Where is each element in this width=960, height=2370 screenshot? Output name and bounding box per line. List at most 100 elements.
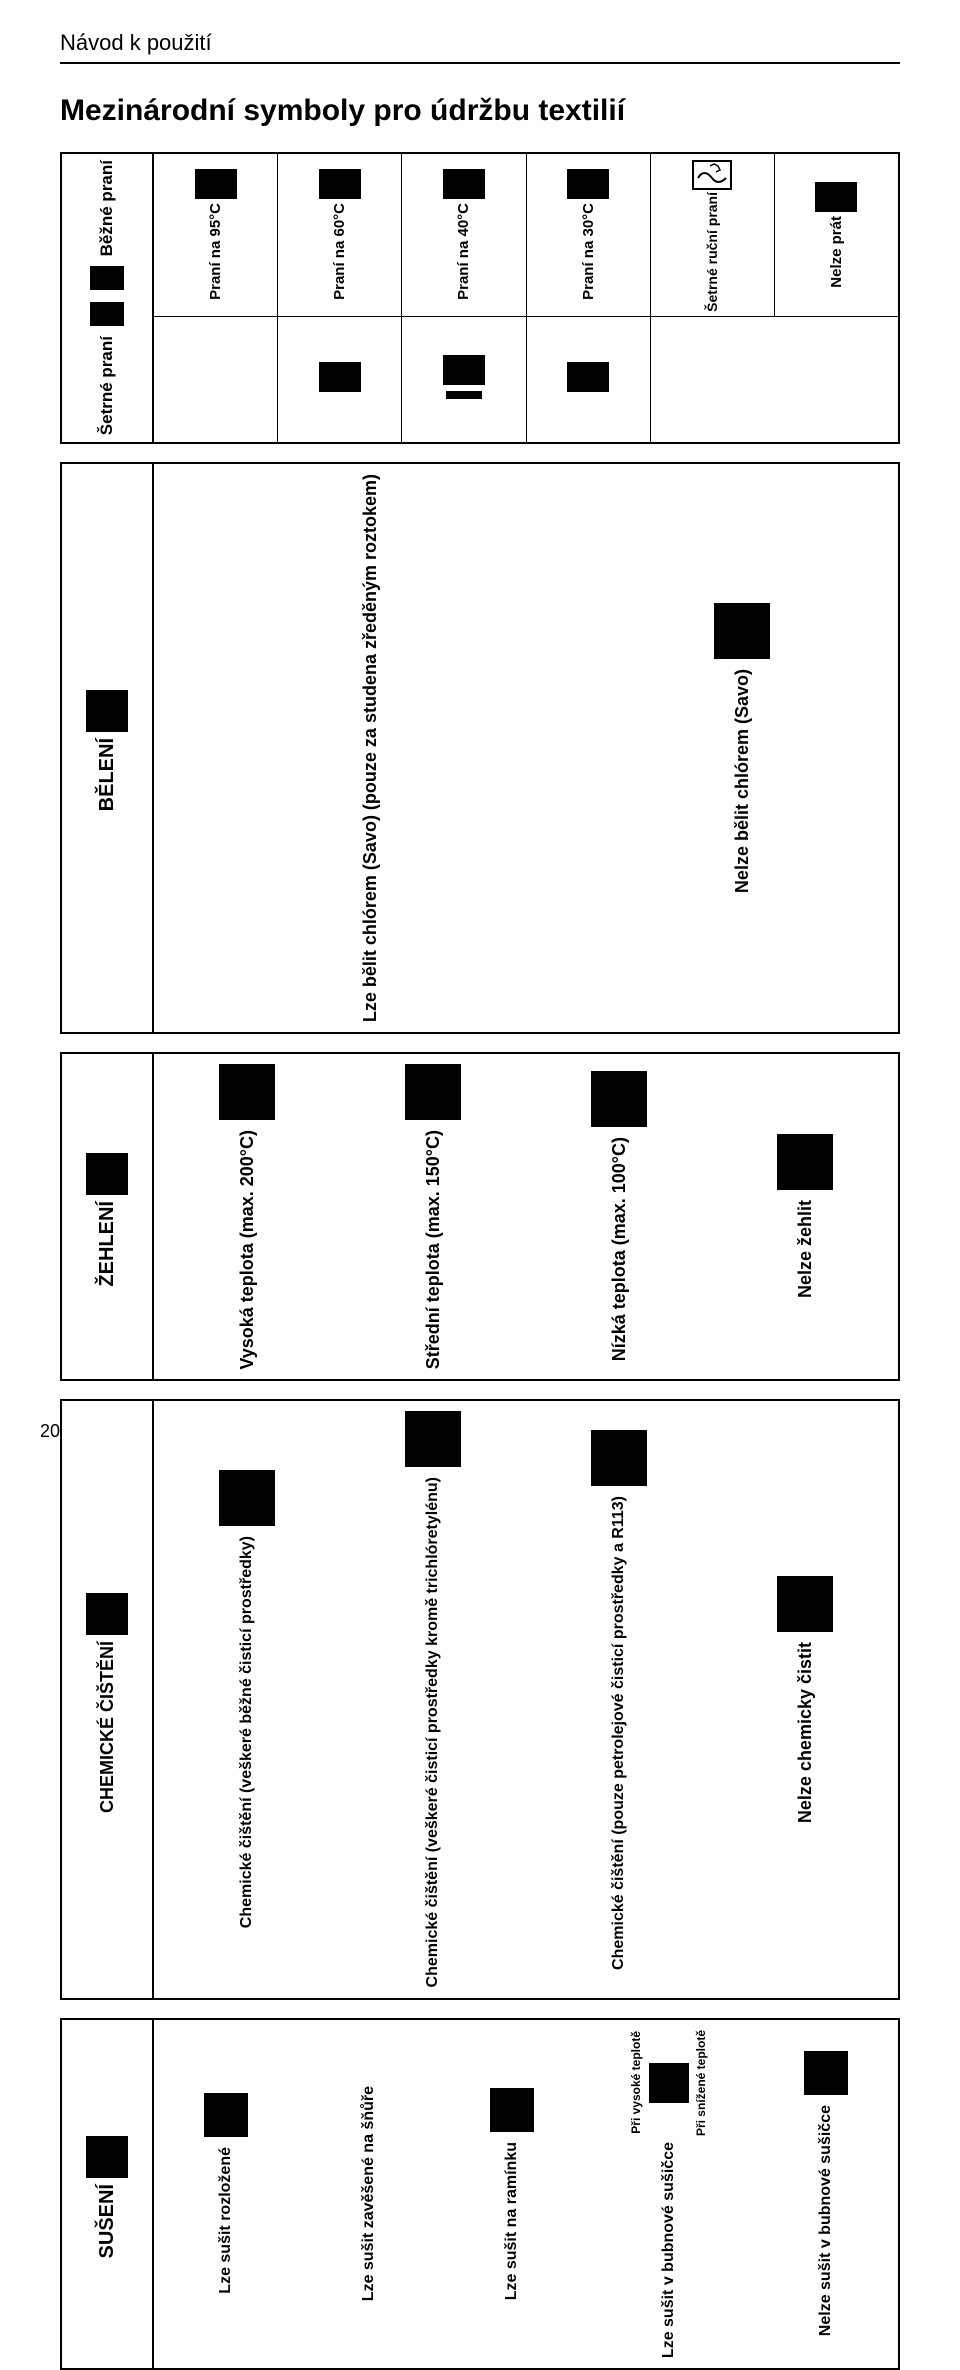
page-header: Návod k použití (60, 30, 900, 64)
wash-line-icon (446, 391, 482, 399)
hand-wash: Šetrné ruční praní (651, 154, 775, 316)
wash-icon (567, 169, 609, 199)
hand-wash-icon (690, 158, 734, 192)
wash-30-gentle (527, 317, 651, 442)
dryclean-f-icon (591, 1430, 647, 1486)
dryclean-a: Chemické čištění (veškeré běžné čisticí … (154, 1401, 340, 1997)
page-title: Mezinárodní symboly pro údržbu textilií (60, 94, 900, 128)
bleach-side: BĚLENÍ (62, 464, 154, 1032)
iron-side-label: ŽEHLENÍ (96, 1201, 119, 1287)
hand-wash-label: Šetrné ruční praní (704, 192, 720, 312)
dryclean-no-label: Nelze chemicky čistit (794, 1642, 817, 1823)
dryclean-p-label: Chemické čištění (veškeré čisticí prostř… (423, 1477, 443, 1987)
wash-60: Praní na 60°C (278, 154, 402, 316)
dry-line: Lze sušit zavěšené na šňůře (297, 2020, 440, 2368)
wash-icon (195, 169, 237, 199)
iron-mid: Střední teplota (max. 150°C) (340, 1054, 526, 1380)
dry-icon (86, 2136, 128, 2178)
iron-no-label: Nelze žehlit (794, 1200, 817, 1298)
dry-panel: SUŠENÍ Lze sušit rozložené Lze sušit zav… (60, 2018, 900, 2370)
wash-95: Praní na 95°C (154, 154, 278, 316)
dry-tumble-no: Nelze sušit v bubnové sušičce (755, 2020, 898, 2368)
bleach-panel: BĚLENÍ Lze bělit chlórem (Savo) (pouze z… (60, 462, 900, 1034)
dryclean-panel: CHEMICKÉ ČIŠTĚNÍ Chemické čištění (veške… (60, 1399, 900, 1999)
dry-tumble-yes: Při vysoké teplotě Při snížené teplotě L… (584, 2020, 754, 2368)
iron-icon (86, 1153, 128, 1195)
dryclean-p-icon (405, 1411, 461, 1467)
dryclean-p: Chemické čištění (veškeré čisticí prostř… (340, 1401, 526, 1997)
dryclean-a-label: Chemické čištění (veškeré běžné čisticí … (237, 1536, 257, 1928)
wash-icon (90, 266, 124, 290)
tumble-no-label: Nelze sušit v bubnové sušičce (816, 2105, 836, 2336)
wash-60-label: Praní na 60°C (331, 203, 348, 300)
wash-95-gentle (154, 317, 278, 442)
dry-side: SUŠENÍ (62, 2020, 154, 2368)
bleach-side-label: BĚLENÍ (96, 738, 119, 811)
wash-grid: Praní na 95°C Praní na 60°C Praní na 40°… (154, 154, 898, 442)
dry-hanger-label: Lze sušit na ramínku (502, 2142, 522, 2300)
page-number: 20 (40, 1421, 60, 1442)
dryclean-f: Chemické čištění (pouze petrolejové čist… (526, 1401, 712, 1997)
tumble-yes-label: Lze sušit v bubnové sušičce (659, 2142, 679, 2358)
wash-95-label: Praní na 95°C (207, 203, 224, 300)
bleach-no-label: Nelze bělit chlórem (Savo) (731, 669, 754, 893)
wash-icon (567, 362, 609, 392)
dryclean-side-label: CHEMICKÉ ČIŠTĚNÍ (97, 1641, 118, 1813)
iron-high-label: Vysoká teplota (max. 200°C) (236, 1130, 259, 1370)
bleach-no: Nelze bělit chlórem (Savo) (587, 464, 898, 1032)
iron-panel: ŽEHLENÍ Vysoká teplota (max. 200°C) Stře… (60, 1052, 900, 1382)
wash-icon (319, 362, 361, 392)
wash-row-bottom (154, 317, 898, 442)
page: Návod k použití Mezinárodní symboly pro … (0, 0, 960, 1466)
wash-40-label: Praní na 40°C (455, 203, 472, 300)
washing-side: Běžné praní Šetrné praní (62, 154, 154, 442)
tumble-icon (649, 2063, 689, 2103)
no-dryclean-icon (777, 1576, 833, 1632)
dry-hanger: Lze sušit na ramínku (441, 2020, 584, 2368)
wash-row-top: Praní na 95°C Praní na 60°C Praní na 40°… (154, 154, 898, 317)
dry-side-label: SUŠENÍ (96, 2184, 119, 2258)
no-bleach-icon (714, 603, 770, 659)
wash-40: Praní na 40°C (402, 154, 526, 316)
dryclean-no: Nelze chemicky čistit (712, 1401, 898, 1997)
wash-40-gentle (402, 317, 526, 442)
normal-wash-label: Běžné praní (97, 160, 117, 256)
wash-icon (443, 169, 485, 199)
iron-high-icon (219, 1064, 275, 1120)
washing-panel: Běžné praní Šetrné praní Praní na 95°C P… (60, 152, 900, 444)
tumble-lo-label: Při snížené teplotě (695, 2030, 708, 2136)
iron-low-label: Nízká teplota (max. 100°C) (608, 1137, 631, 1361)
iron-high: Vysoká teplota (max. 200°C) (154, 1054, 340, 1380)
wash-30-label: Praní na 30°C (580, 203, 597, 300)
iron-low: Nízká teplota (max. 100°C) (526, 1054, 712, 1380)
tumble-hi-label: Při vysoké teplotě (630, 2031, 643, 2134)
bleach-yes-label: Lze bělit chlórem (Savo) (pouze za stude… (359, 474, 382, 1022)
dry-flat: Lze sušit rozložené (154, 2020, 297, 2368)
dryclean-a-icon (219, 1470, 275, 1526)
no-wash-icon (815, 182, 857, 212)
bleach-yes: Lze bělit chlórem (Savo) (pouze za stude… (154, 464, 587, 1032)
iron-mid-label: Střední teplota (max. 150°C) (422, 1130, 445, 1369)
dry-flat-label: Lze sušit rozložené (216, 2147, 236, 2294)
dry-line-label: Lze sušit zavěšené na šňůře (359, 2086, 379, 2301)
dryclean-side: CHEMICKÉ ČIŠTĚNÍ (62, 1401, 154, 1997)
iron-low-icon (591, 1071, 647, 1127)
wash-icon (90, 302, 124, 326)
no-iron-icon (777, 1134, 833, 1190)
dry-flat-icon (204, 2093, 248, 2137)
dryclean-f-label: Chemické čištění (pouze petrolejové čist… (609, 1496, 629, 1970)
wash-60-gentle (278, 317, 402, 442)
no-wash: Nelze prát (775, 154, 898, 316)
iron-mid-icon (405, 1064, 461, 1120)
dryclean-icon (86, 1593, 128, 1635)
iron-side: ŽEHLENÍ (62, 1054, 154, 1380)
no-wash-label: Nelze prát (828, 216, 845, 288)
iron-no: Nelze žehlit (712, 1054, 898, 1380)
wash-icon (319, 169, 361, 199)
gentle-wash-label: Šetrné praní (97, 336, 117, 435)
bleach-icon (86, 690, 128, 732)
no-tumble-icon (804, 2051, 848, 2095)
wash-30: Praní na 30°C (527, 154, 651, 316)
wash-icon (443, 355, 485, 385)
dry-hanger-icon (490, 2088, 534, 2132)
